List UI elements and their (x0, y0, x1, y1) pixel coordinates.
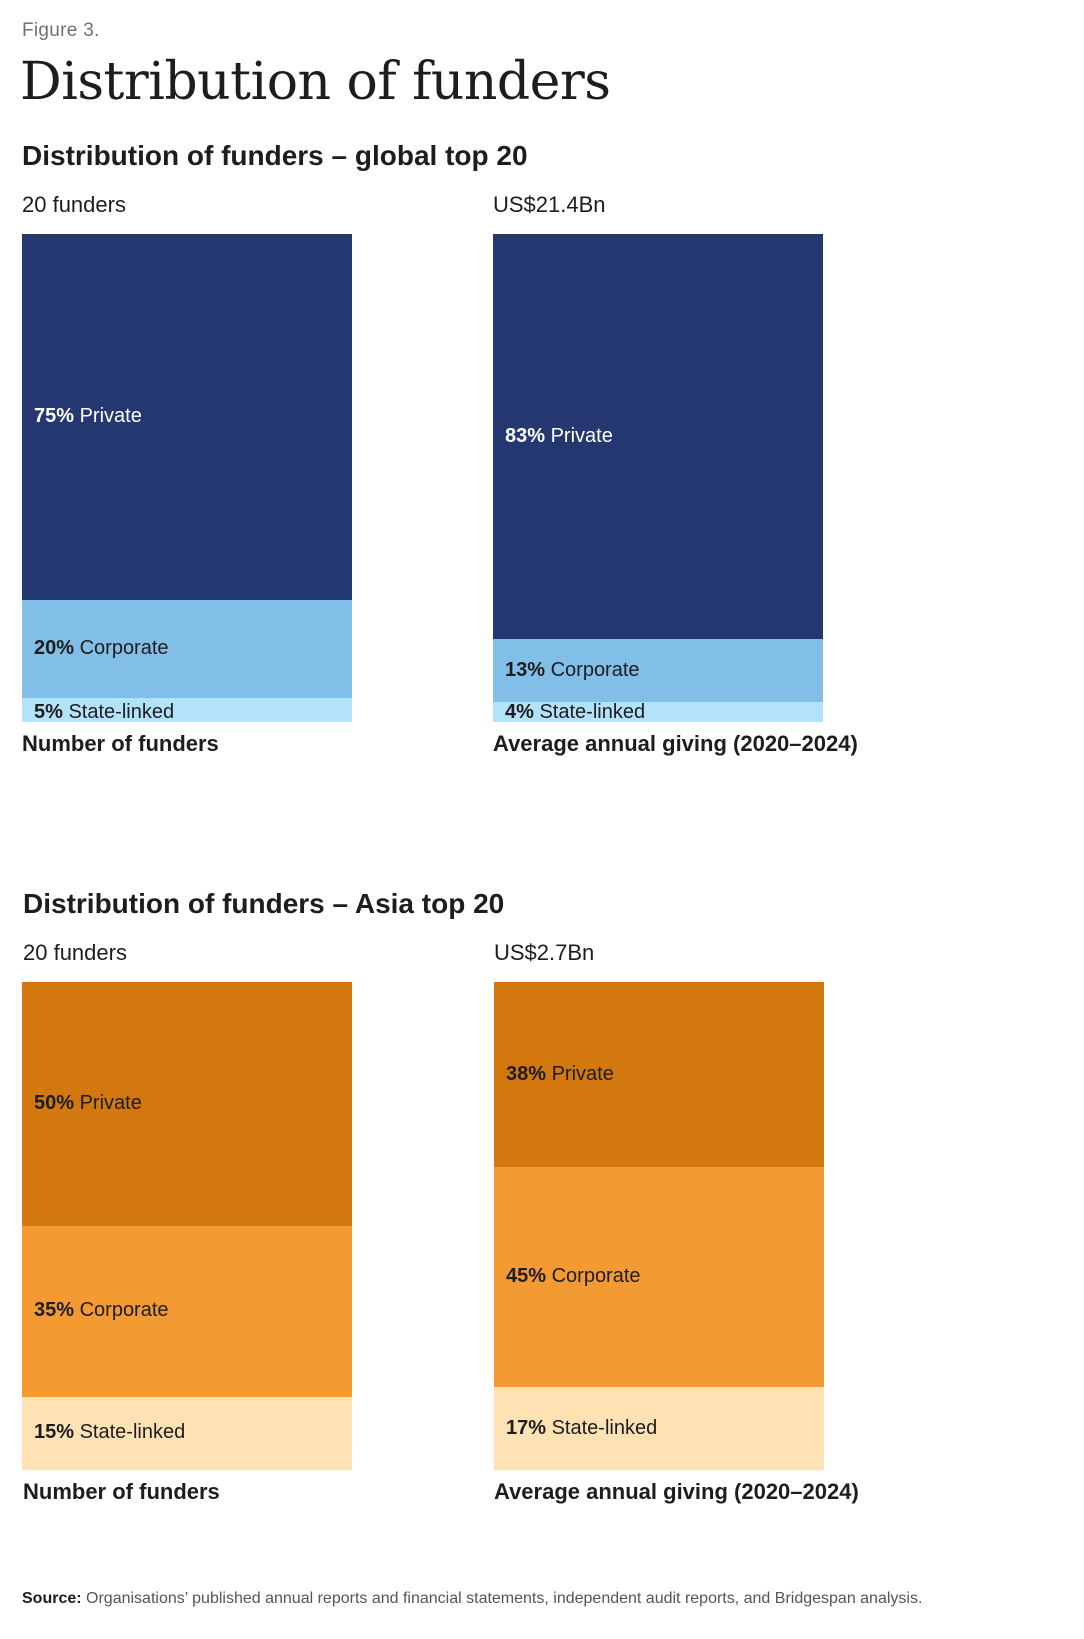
data-label-value: 38% (506, 1062, 547, 1085)
bar-segment-private: 38% Private (494, 982, 824, 1168)
bar-segment-corporate: 20% Corporate (22, 600, 352, 698)
data-label-value: 45% (506, 1265, 547, 1288)
source-note: Source: Organisations’ published annual … (22, 1590, 922, 1608)
chart-bottom-label-asia-count: Number of funders (23, 1479, 220, 1504)
data-label-state-linked: 5% State-linked (34, 701, 174, 724)
data-label-category: Private (74, 405, 142, 427)
data-label-corporate: 13% Corporate (505, 659, 640, 682)
data-label-value: 5% (34, 700, 63, 723)
data-label-category: Corporate (546, 1265, 641, 1288)
bar-segment-private: 50% Private (22, 982, 352, 1226)
chart-bottom-label-asia-giving: Average annual giving (2020–2024) (494, 1479, 859, 1504)
data-label-category: State-linked (533, 700, 646, 723)
data-label-state-linked: 15% State-linked (34, 1421, 185, 1444)
data-label-state-linked: 17% State-linked (506, 1417, 657, 1440)
bar-segment-state-linked: 17% State-linked (494, 1387, 824, 1470)
chart-top-label-asia-count: 20 funders (23, 940, 127, 965)
data-label-private: 38% Private (506, 1063, 614, 1086)
data-label-value: 17% (506, 1416, 547, 1439)
data-label-private: 75% Private (34, 405, 142, 428)
bar-segment-state-linked: 4% State-linked (493, 701, 823, 724)
section-title-global: Distribution of funders – global top 20 (22, 140, 528, 171)
data-label-category: Corporate (545, 658, 640, 681)
data-label-value: 15% (34, 1421, 75, 1444)
data-label-category: Corporate (74, 1299, 169, 1322)
bar-segment-private: 75% Private (22, 234, 352, 600)
stacked-bar-global-giving: 83% Private 13% Corporate 4% State-linked (493, 234, 823, 724)
source-text: Organisations’ published annual reports … (81, 1590, 923, 1607)
data-label-category: State-linked (546, 1416, 658, 1439)
data-label-private: 83% Private (505, 425, 613, 448)
bar-segment-corporate: 45% Corporate (494, 1167, 824, 1388)
data-label-private: 50% Private (34, 1092, 142, 1115)
data-label-category: State-linked (62, 700, 175, 723)
data-label-value: 83% (505, 424, 546, 447)
data-label-state-linked: 4% State-linked (505, 701, 645, 724)
figure-label: Figure 3. (22, 20, 100, 41)
bar-segment-corporate: 35% Corporate (22, 1226, 352, 1397)
bar-segment-state-linked: 15% State-linked (22, 1396, 352, 1470)
data-label-corporate: 45% Corporate (506, 1265, 641, 1288)
stacked-bar-asia-giving: 38% Private 45% Corporate 17% State-linked (494, 982, 824, 1470)
bar-segment-corporate: 13% Corporate (493, 639, 823, 703)
chart-top-label-global-giving: US$21.4Bn (493, 192, 606, 217)
stacked-bar-asia-count: 50% Private 35% Corporate 15% State-linked (22, 982, 352, 1470)
data-label-corporate: 20% Corporate (34, 637, 169, 660)
bar-segment-private: 83% Private (493, 234, 823, 640)
data-label-corporate: 35% Corporate (34, 1299, 169, 1322)
data-label-value: 50% (34, 1092, 75, 1114)
chart-bottom-label-global-count: Number of funders (22, 731, 219, 756)
chart-top-label-global-count: 20 funders (22, 192, 126, 217)
data-label-value: 4% (505, 700, 534, 723)
page-title: Distribution of funders (20, 52, 611, 112)
chart-top-label-asia-giving: US$2.7Bn (494, 940, 595, 965)
stacked-bar-global-count: 75% Private 20% Corporate 5% State-linked (22, 234, 352, 724)
data-label-category: Private (546, 1062, 614, 1085)
data-label-category: Private (74, 1092, 142, 1114)
chart-bottom-label-global-giving: Average annual giving (2020–2024) (493, 731, 858, 756)
data-label-value: 20% (34, 636, 75, 659)
data-label-category: Private (545, 424, 613, 447)
data-label-category: State-linked (74, 1421, 186, 1444)
section-title-asia: Distribution of funders – Asia top 20 (23, 888, 505, 919)
data-label-value: 13% (505, 658, 546, 681)
source-key: Source: (22, 1590, 82, 1607)
bar-segment-state-linked: 5% State-linked (22, 697, 352, 724)
data-label-value: 35% (34, 1299, 75, 1322)
data-label-value: 75% (34, 405, 75, 427)
data-label-category: Corporate (74, 636, 169, 659)
